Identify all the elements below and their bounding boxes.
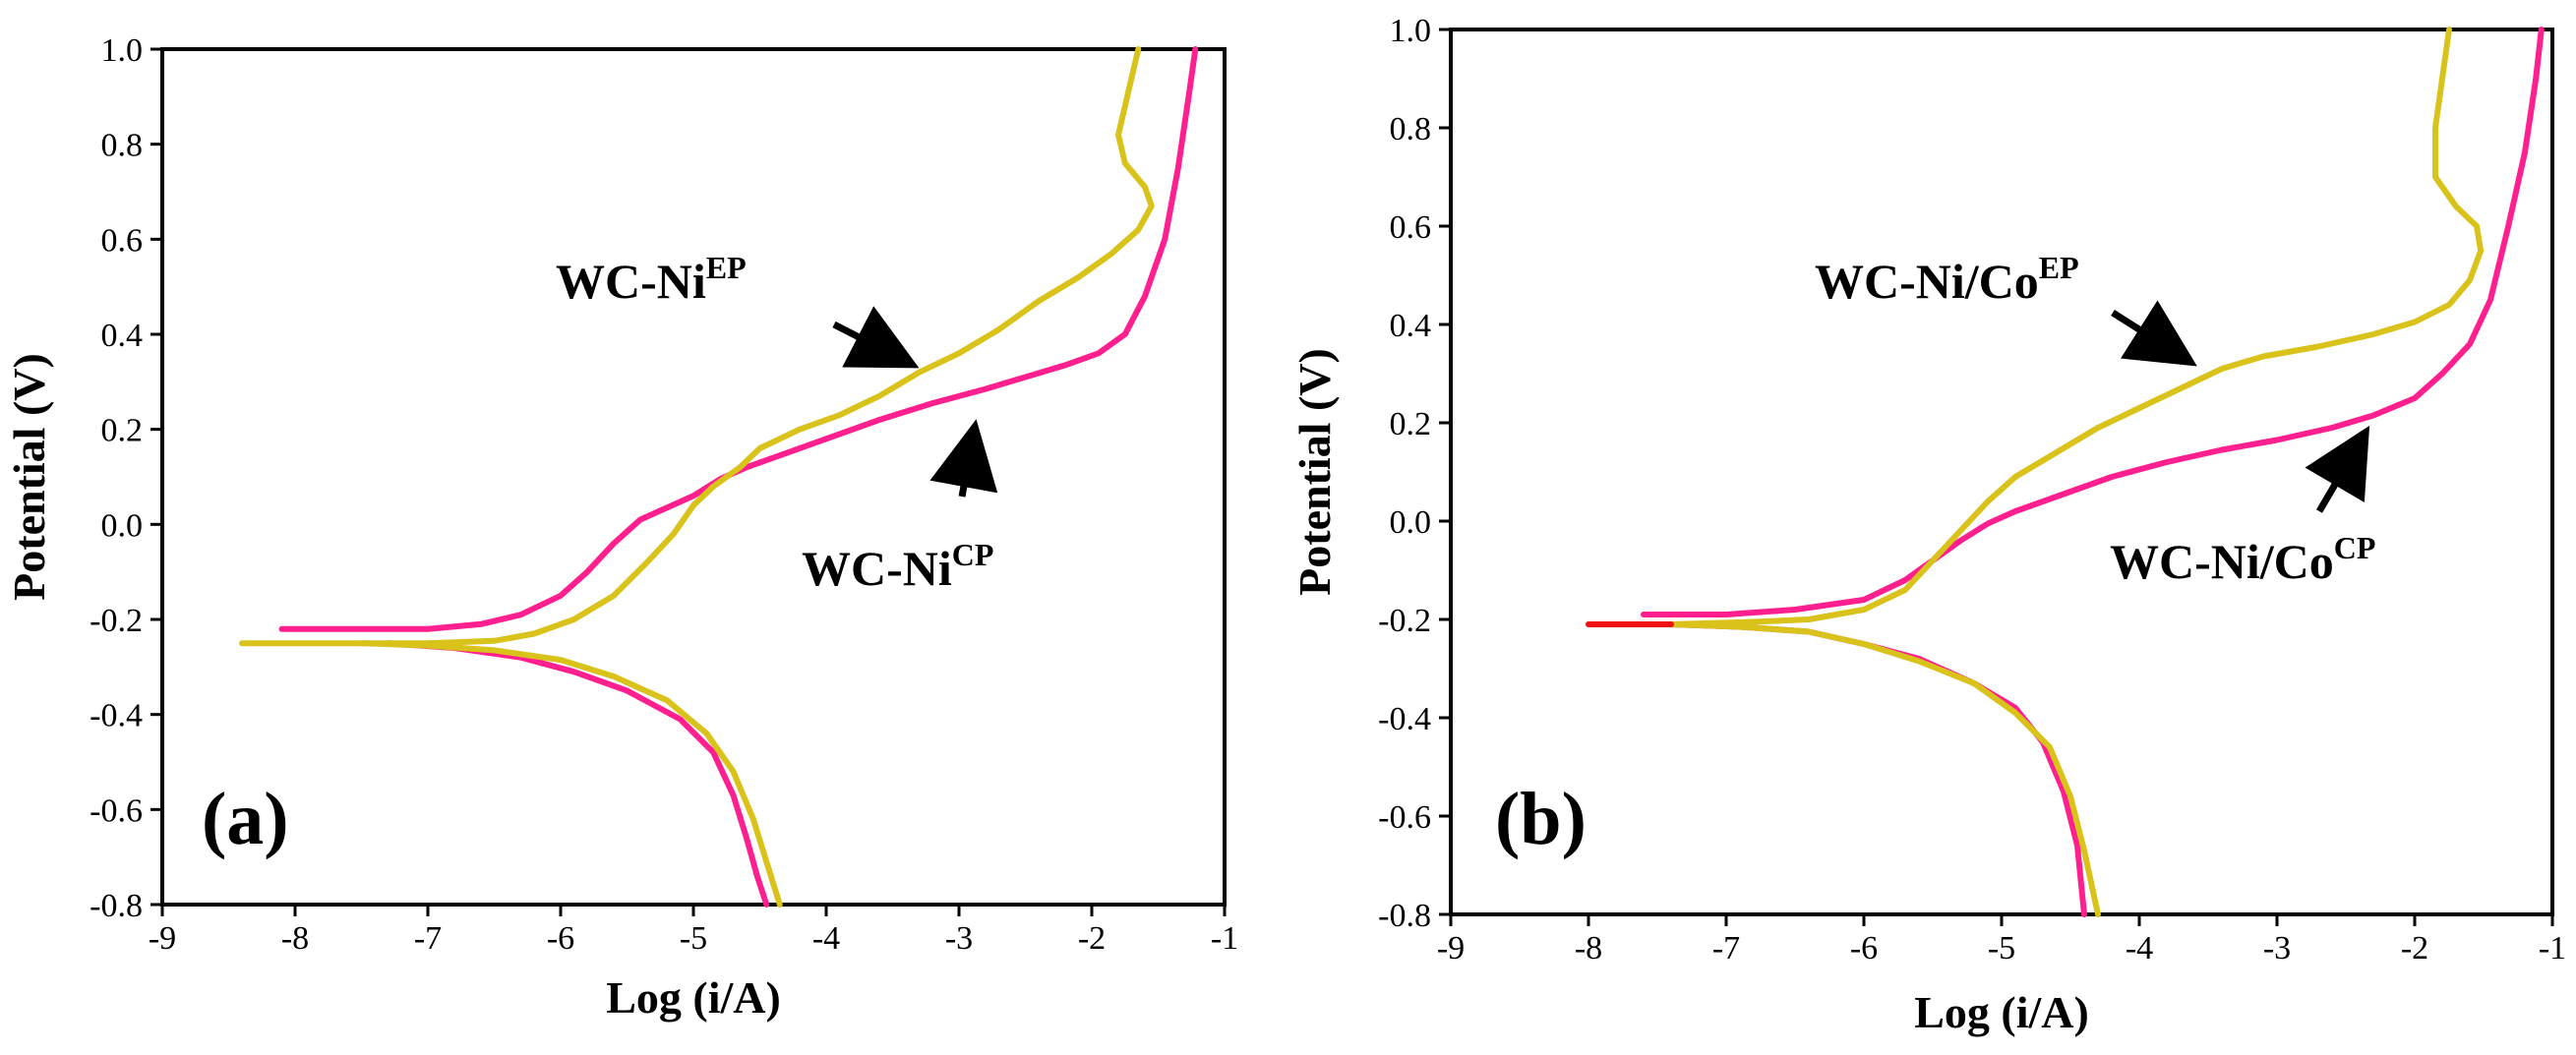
panel-a-series-wc-nicp-anodic xyxy=(278,46,1199,632)
panel-a-label: (a) xyxy=(202,778,289,860)
panel-b-annotation-ep: WC-Ni/CoEP xyxy=(1815,250,2079,309)
panel-b-x-axis-label: Log (i/A) xyxy=(1914,987,2089,1037)
panel-b-y-tick-label: -0.8 xyxy=(1378,898,1431,934)
panel-a-series xyxy=(239,46,1199,908)
panel-a-x-tick-label: -9 xyxy=(149,920,176,957)
panel-a-y-tick-label: 1.0 xyxy=(101,32,144,69)
panel-b-series-wc-ni-coep-cathodic xyxy=(1668,621,2101,917)
panel-b-x-ticks: -9 -8 -7 -6 -5 -4 -3 -2 -1 xyxy=(1437,914,2566,967)
panel-a-x-tick-label: -4 xyxy=(812,920,840,957)
panel-b-y-tick-label: -0.4 xyxy=(1378,701,1431,737)
panel-a-y-tick-label: 0.2 xyxy=(101,413,144,449)
panel-b-y-tick-label: 0.8 xyxy=(1390,111,1432,147)
panel-b-x-tick-label: -2 xyxy=(2401,930,2428,967)
panel-b-x-tick-label: -1 xyxy=(2539,930,2566,967)
panel-b-y-ticks: -0.8 -0.6 -0.4 -0.2 0.0 0.2 0.4 0.6 0.8 1.0 xyxy=(1378,13,1451,934)
panel-a-annotation-cp-sup: CP xyxy=(952,537,994,572)
panel-a-x-tick-label: -6 xyxy=(547,920,574,957)
panel-b-chart: -9 -8 -7 -6 -5 -4 -3 -2 -1 -0.8 -0.6 -0.4 -0.2 0.0 0.… xyxy=(1289,13,2566,1037)
panel-a-x-tick-label: -3 xyxy=(945,920,973,957)
panel-b-y-tick-label: 0.0 xyxy=(1390,504,1432,541)
panel-b-y-tick-label: 0.2 xyxy=(1390,406,1432,442)
panel-a-annotation-ep-text: WC-Ni xyxy=(556,254,706,309)
panel-a-x-ticks: -9 -8 -7 -6 -5 -4 -3 -2 -1 xyxy=(149,905,1238,957)
panel-b-label: (b) xyxy=(1495,778,1587,860)
panel-b-y-tick-label: 1.0 xyxy=(1390,13,1432,49)
panel-a-y-tick-label: -0.4 xyxy=(90,698,143,734)
panel-b-x-tick-label: -9 xyxy=(1437,930,1465,967)
panel-a-series-wc-nicp-cathodic xyxy=(385,640,770,908)
panel-b-x-tick-label: -7 xyxy=(1712,930,1740,967)
panel-a-y-tick-label: -0.6 xyxy=(90,792,143,829)
panel-a-x-tick-label: -2 xyxy=(1078,920,1106,957)
panel-a-y-tick-label: -0.2 xyxy=(90,603,143,639)
panel-b-arrow-cp xyxy=(2305,425,2370,513)
panel-b-x-tick-label: -6 xyxy=(1850,930,1878,967)
panel-b-x-tick-label: -3 xyxy=(2263,930,2291,967)
panel-b-x-tick-label: -4 xyxy=(2126,930,2153,967)
panel-a-chart: -9 -8 -7 -6 -5 -4 -3 -2 -1 -0.8 -0.6 -0.4 -0.2 0.0 0.… xyxy=(4,32,1238,1023)
panel-b-annotation-ep-text: WC-Ni/Co xyxy=(1815,254,2039,309)
panel-b-annotation-cp: WC-Ni/CoCP xyxy=(2110,530,2375,589)
panel-a-arrow-ep xyxy=(832,306,920,369)
panel-a-y-tick-label: -0.8 xyxy=(90,888,143,924)
panel-b-x-tick-label: -5 xyxy=(1988,930,2015,967)
panel-a-x-tick-label: -8 xyxy=(281,920,309,957)
panel-b-y-axis-label: Potential (V) xyxy=(1289,348,1340,596)
panel-a-annotation-cp-text: WC-Ni xyxy=(802,541,952,596)
panel-a-y-ticks: -0.8 -0.6 -0.4 -0.2 0.0 0.2 0.4 0.6 0.8 1.0 xyxy=(90,32,162,924)
panel-a-annotation-ep-sup: EP xyxy=(706,250,747,285)
panel-b-series-wc-ni-cocp-cathodic xyxy=(1668,621,2087,917)
panel-a-x-tick-label: -5 xyxy=(680,920,707,957)
panel-b-annotation-cp-text: WC-Ni/Co xyxy=(2110,534,2334,589)
panel-b-y-tick-label: -0.2 xyxy=(1378,603,1431,639)
panel-a-annotation-ep: WC-NiEP xyxy=(556,250,747,309)
panel-a-series-wc-niep-cathodic xyxy=(358,640,783,908)
panel-b-x-tick-label: -8 xyxy=(1575,930,1602,967)
panel-b-y-tick-label: -0.6 xyxy=(1378,799,1431,836)
panel-a-x-tick-label: -7 xyxy=(414,920,442,957)
panel-a-arrow-cp xyxy=(929,419,998,498)
panel-a-series-wc-niep-anodic xyxy=(239,46,1155,647)
panel-a-plot-frame xyxy=(160,47,1227,907)
panel-b-plot-frame xyxy=(1449,28,2554,916)
panel-b-annotation-ep-sup: EP xyxy=(2039,250,2079,285)
panel-b-series-wc-ni-cocp-anodic xyxy=(1641,27,2545,617)
panel-b-y-tick-label: 0.6 xyxy=(1390,209,1432,246)
panel-b-annotation-cp-sup: CP xyxy=(2334,530,2376,565)
panel-a-x-axis-label: Log (i/A) xyxy=(606,972,781,1023)
panel-b-y-tick-label: 0.4 xyxy=(1390,308,1432,344)
panel-b-series-wc-ni-coep-anodic xyxy=(1668,27,2485,627)
panel-a-annotation-cp: WC-NiCP xyxy=(802,537,993,596)
panel-a-y-tick-label: 0.6 xyxy=(101,222,144,259)
panel-a-y-tick-label: 0.0 xyxy=(101,507,144,544)
panel-a-y-tick-label: 0.4 xyxy=(101,318,144,354)
panel-b-arrow-ep xyxy=(2111,300,2197,367)
panel-a-y-tick-label: 0.8 xyxy=(101,128,144,164)
panel-a-y-axis-label: Potential (V) xyxy=(4,353,54,601)
panel-b-series xyxy=(1586,27,2545,917)
panel-a-x-tick-label: -1 xyxy=(1211,920,1238,957)
